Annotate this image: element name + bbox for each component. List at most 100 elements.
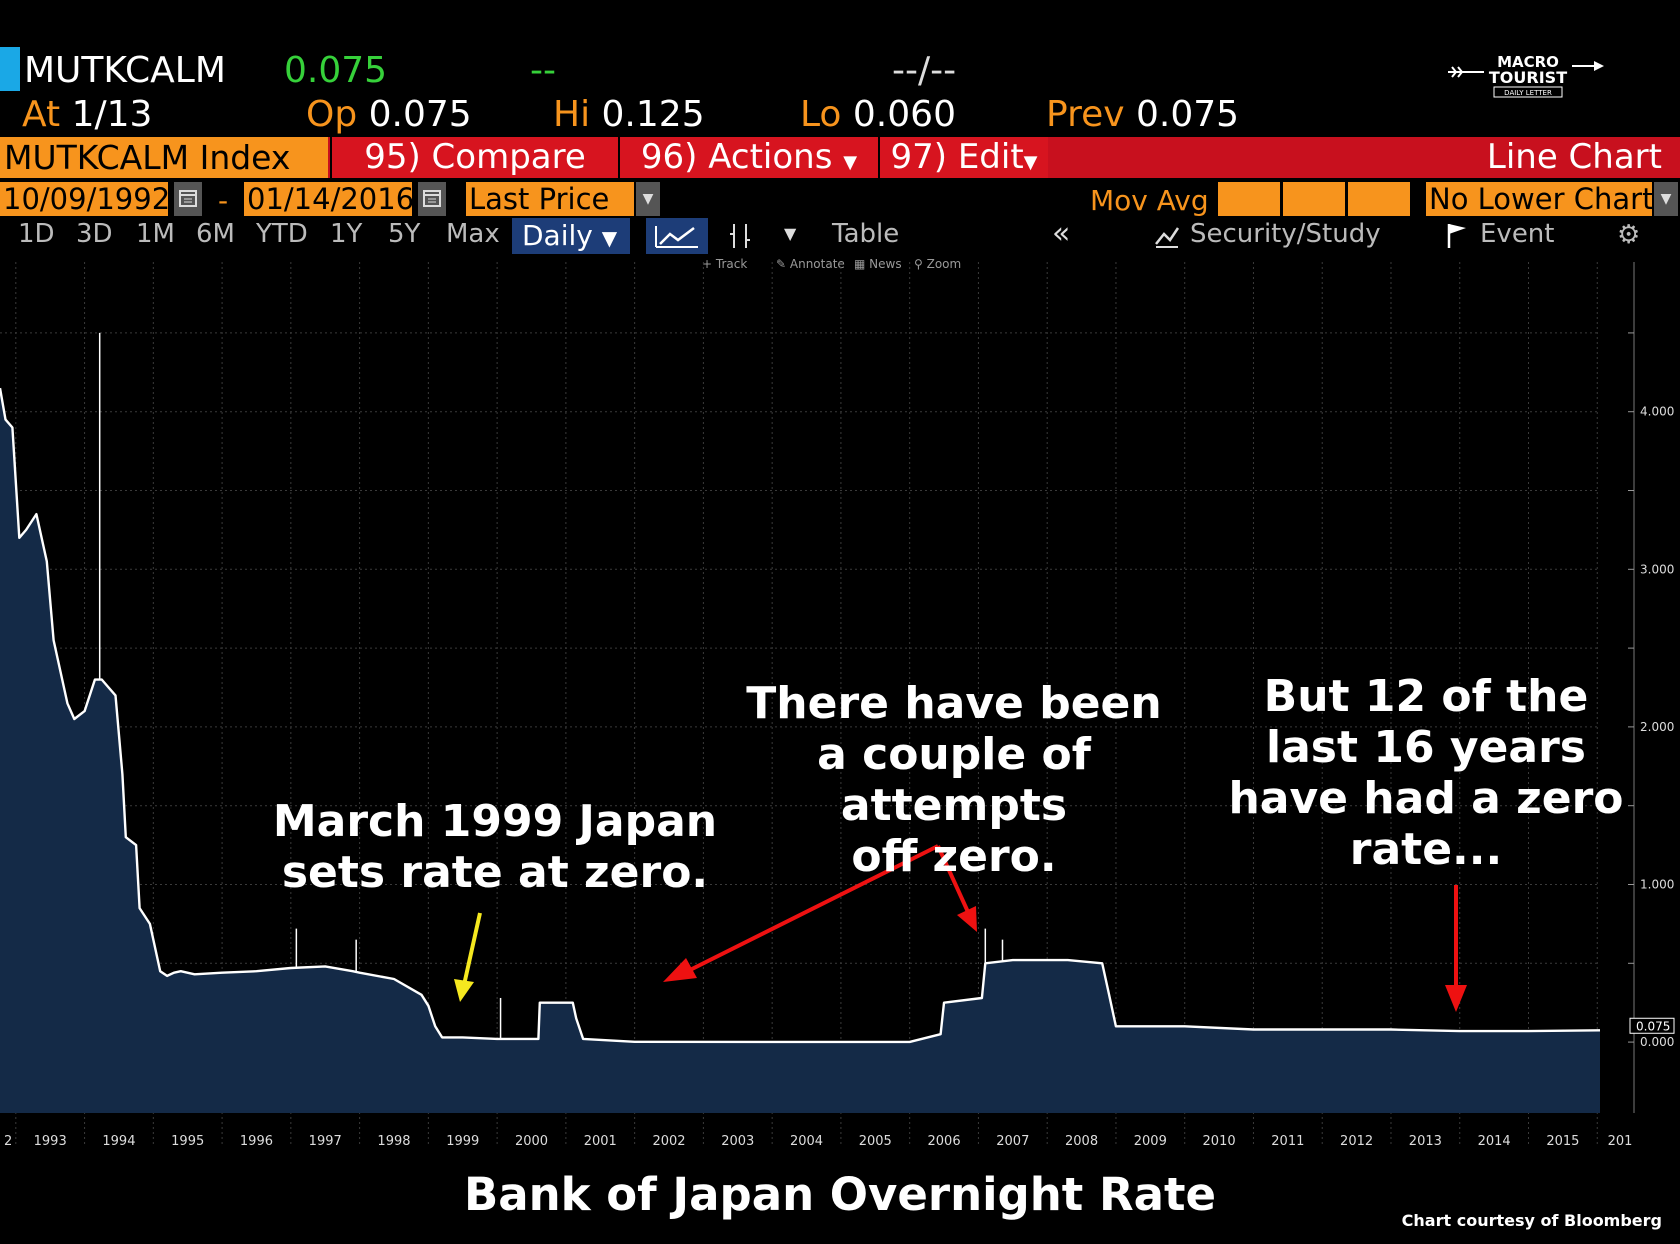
period-5y[interactable]: 5Y (388, 219, 421, 249)
y-tick-label: 4.000 (1640, 405, 1674, 419)
edit-label: 97) Edit (890, 137, 1024, 177)
collapse-left-icon[interactable]: « (1052, 216, 1071, 251)
price-change: -- (530, 50, 556, 91)
annotation-line: off zero. (851, 831, 1057, 882)
x-tick-label: 2010 (1203, 1134, 1236, 1149)
security-study-icon[interactable] (1152, 220, 1182, 250)
x-tick-label: 1996 (240, 1134, 273, 1149)
last-value-box (1629, 1017, 1675, 1034)
price-field-dropdown-icon[interactable]: ▼ (636, 182, 660, 216)
frequency-dropdown-icon: ▼ (601, 226, 618, 250)
red-arrowhead-left (663, 958, 697, 982)
logo-line2: TOURIST (1489, 68, 1567, 87)
prev-field: Prev 0.075 (1046, 94, 1239, 135)
rate-area (0, 388, 1600, 1114)
x-tick-label: 2003 (721, 1134, 754, 1149)
annotation-line: There have been (746, 678, 1162, 729)
rate-line (0, 387, 1601, 1044)
y-tick-label: 2.000 (1640, 720, 1674, 734)
red-arrow-right (936, 845, 970, 913)
high-field: Hi 0.125 (553, 94, 705, 135)
tool-news-label: News (869, 257, 902, 271)
x-tick-label: 2007 (996, 1134, 1029, 1149)
yellow-arrow (462, 912, 482, 986)
security-study-button[interactable]: Security/Study (1190, 219, 1381, 249)
prev-label: Prev (1046, 94, 1125, 135)
start-calendar-icon[interactable] (174, 182, 202, 216)
last-value-label: 0.075 (1636, 1019, 1670, 1033)
mov-avg-label: Mov Avg (1090, 184, 1209, 217)
actions-dropdown-icon: ▼ (843, 152, 858, 173)
rate-spikes (98, 332, 1004, 1039)
annotation-line: But 12 of the (1263, 671, 1589, 722)
tool-zoom[interactable]: ⚲ Zoom (914, 257, 961, 271)
period-1m[interactable]: 1M (136, 219, 175, 249)
annotation-zero-rate: March 1999 Japan sets rate at zero. (250, 796, 740, 898)
line-chart-icon[interactable] (646, 218, 708, 254)
settings-gear-icon[interactable]: ⚙ (1617, 220, 1641, 250)
news-icon: ▦ (854, 257, 870, 271)
period-ytd[interactable]: YTD (256, 219, 308, 249)
compare-button[interactable]: 95) Compare (330, 137, 618, 178)
mov-avg-input-2[interactable] (1283, 182, 1345, 216)
frequency-select[interactable]: Daily ▼ (512, 218, 630, 254)
low-label: Lo (800, 94, 842, 135)
edit-dropdown-icon: ▼ (1023, 152, 1038, 173)
x-tick-label: 201 (1608, 1134, 1633, 1149)
event-flag-icon[interactable] (1444, 220, 1470, 250)
tool-news[interactable]: ▦ News (854, 257, 902, 271)
x-tick-label: 2009 (1134, 1134, 1167, 1149)
annotation-attempts: There have been a couple of attempts off… (700, 678, 1208, 882)
logo-line1: MACRO (1497, 53, 1559, 71)
end-calendar-icon[interactable] (418, 182, 446, 216)
x-tick-label: 1999 (446, 1134, 479, 1149)
event-button[interactable]: Event (1480, 219, 1555, 249)
red-arrow-left (689, 844, 939, 972)
yellow-arrowhead (454, 979, 474, 1002)
lower-chart-select[interactable]: No Lower Chart (1426, 182, 1653, 216)
period-1d[interactable]: 1D (18, 219, 55, 249)
tool-track[interactable]: + Track (702, 257, 747, 271)
ticker-symbol: MUTKCALM (24, 50, 226, 91)
period-1y[interactable]: 1Y (330, 219, 363, 249)
price-field-select[interactable]: Last Price (466, 182, 634, 216)
high-label: Hi (553, 94, 591, 135)
rate-chart: 2 1993 1994 1995 1996 1997 1998 1999 2000 2001 200… (0, 262, 1675, 1149)
period-3d[interactable]: 3D (76, 219, 113, 249)
chart-type-label[interactable]: Line Chart (1486, 137, 1662, 177)
ticker-marker (0, 47, 20, 91)
annotation-line: sets rate at zero. (281, 847, 709, 898)
annotation-line: a couple of attempts (817, 729, 1091, 831)
x-tick-label: 2002 (652, 1134, 685, 1149)
x-tick-label: 2004 (790, 1134, 823, 1149)
x-tick-label: 2015 (1546, 1134, 1579, 1149)
security-name[interactable]: MUTKCALM Index (0, 137, 328, 178)
x-tick-label: 2000 (515, 1134, 548, 1149)
annotate-icon: ✎ (776, 257, 790, 271)
macro-tourist-logo: MACRO TOURIST DAILY LETTER (1448, 52, 1608, 104)
frequency-label: Daily (522, 219, 593, 252)
table-button[interactable]: Table (832, 219, 900, 249)
start-date-input[interactable]: 10/09/1992 (0, 182, 170, 216)
mov-avg-input-3[interactable] (1348, 182, 1410, 216)
mov-avg-input-1[interactable] (1218, 182, 1280, 216)
open-value: 0.075 (368, 94, 472, 135)
x-tick-label: 2014 (1478, 1134, 1511, 1149)
actions-button[interactable]: 96) Actions ▼ (618, 137, 878, 178)
x-tick-label: 1995 (171, 1134, 204, 1149)
candlestick-icon[interactable] (724, 220, 758, 252)
period-6m[interactable]: 6M (196, 219, 235, 249)
tool-annotate[interactable]: ✎ Annotate (776, 257, 845, 271)
chart-title: Bank of Japan Overnight Rate (463, 1168, 1217, 1221)
at-value: 1/13 (71, 94, 153, 135)
period-max[interactable]: Max (446, 219, 500, 249)
tool-annotate-label: Annotate (789, 257, 845, 271)
lower-chart-dropdown-icon[interactable]: ▼ (1654, 182, 1678, 216)
low-field: Lo 0.060 (800, 94, 956, 135)
edit-button[interactable]: 97) Edit▼ (878, 137, 1048, 178)
chart-style-dropdown-icon[interactable]: ▼ (784, 224, 797, 243)
red-arrowhead-down (1445, 985, 1467, 1012)
annotation-line: last 16 years (1266, 722, 1586, 773)
zoom-icon: ⚲ (914, 257, 927, 271)
end-date-input[interactable]: 01/14/2016 (244, 182, 414, 216)
